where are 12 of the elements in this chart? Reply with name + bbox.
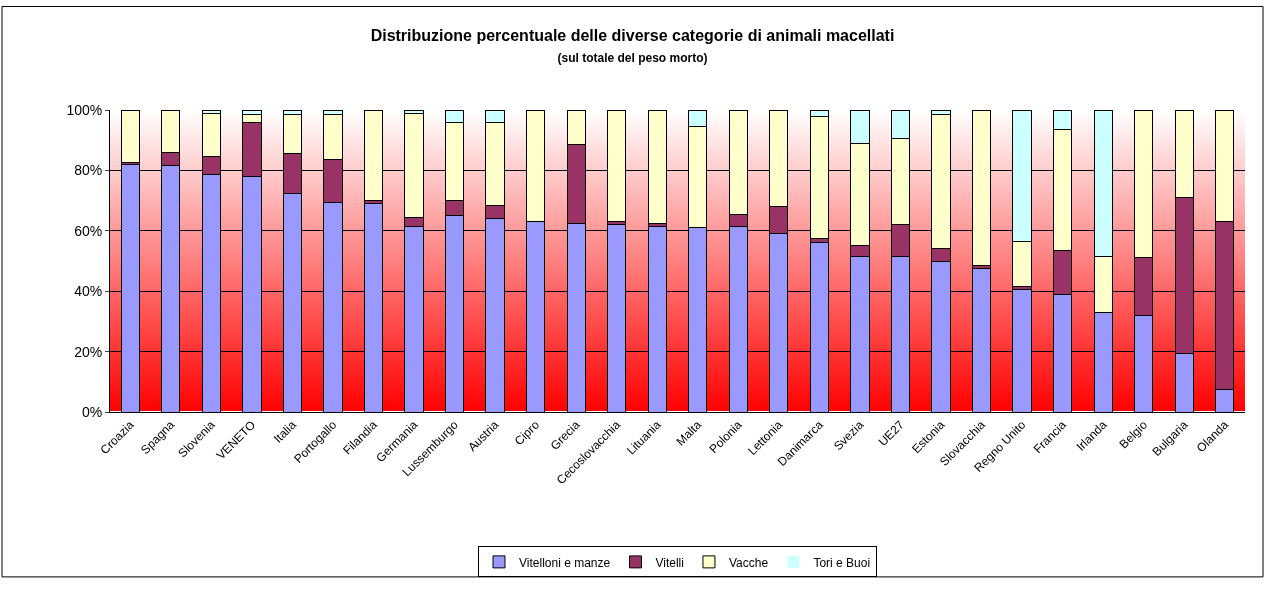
y-tick-label: 20% [74,343,103,360]
y-tick-label: 40% [74,283,103,300]
y-tick-label: 60% [74,222,103,239]
chart-title: Distribuzione percentuale delle diverse categorie di animali macellati [370,27,895,45]
legend-label: Tori e Buoi [813,555,871,570]
y-tick-label: 0% [81,403,103,420]
y-tick-label: 80% [74,162,103,179]
legend-label: Vitelloni e manze [519,555,611,570]
chart-subtitle: (sul totale del peso morto) [557,51,708,66]
legend-label: Vacche [728,555,769,570]
y-tick-label: 100% [66,101,103,118]
legend-label: Vitelli [655,555,684,570]
